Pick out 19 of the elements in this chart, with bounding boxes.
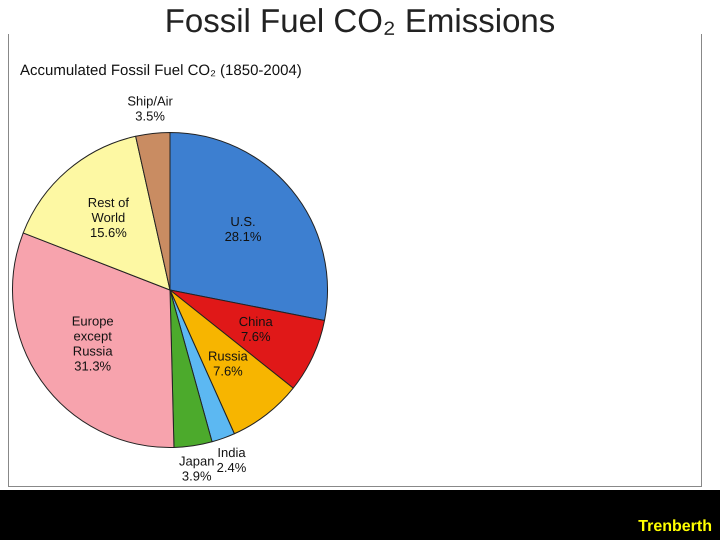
slice-label: India xyxy=(217,444,246,460)
slice-label: Rest of World xyxy=(88,194,130,225)
slice-label: Europe except Russia xyxy=(72,313,114,358)
slice-label: China xyxy=(238,314,274,329)
data-label: 2.4% xyxy=(216,460,247,475)
text: Trenberth xyxy=(638,518,712,536)
data-label: 3.5% xyxy=(135,108,166,124)
slice-label: U.S. xyxy=(230,214,256,230)
data-label: 15.6% xyxy=(90,224,128,240)
data-label: 7.6% xyxy=(213,364,244,379)
data-label: 31.3% xyxy=(74,358,112,374)
slice-label: Japan xyxy=(178,454,214,469)
data-label: 7.6% xyxy=(240,328,272,344)
slice-label: Ship/Air xyxy=(127,94,174,109)
slice-label: Russia xyxy=(208,348,249,364)
chart-subtitle: Accumulated Fossil Fuel CO₂ (1850-2004) xyxy=(20,62,302,79)
chart-title: Fossil Fuel CO₂ Emissions xyxy=(164,2,556,40)
data-label: 3.9% xyxy=(182,468,212,484)
data-label: 28.1% xyxy=(224,229,262,244)
